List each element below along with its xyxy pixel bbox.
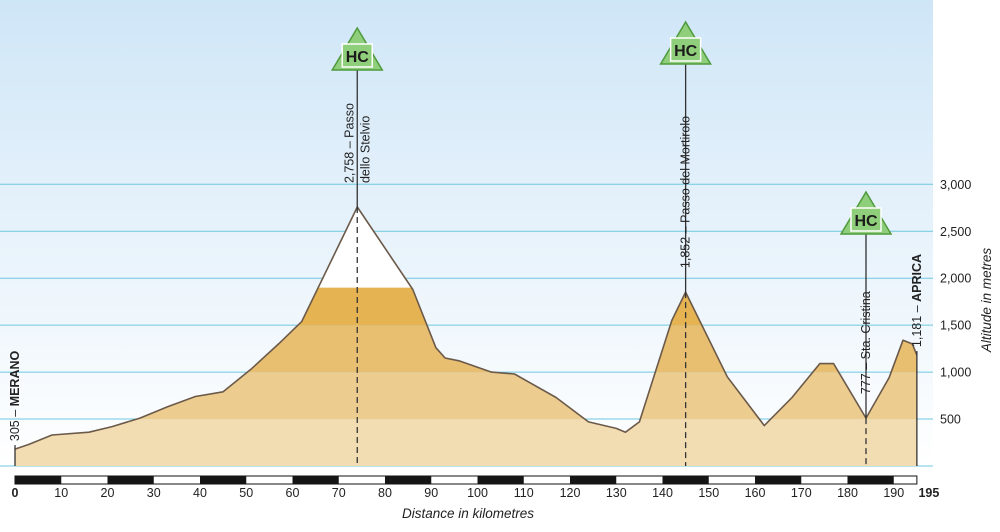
climb-badge-box <box>669 37 702 62</box>
x-axis: 0 10 20 30 40 50 60 70 80 90 100 110 120 130 140 150 160… <box>12 475 939 500</box>
x-tick-label: 70 <box>332 486 346 500</box>
x-tick-label: 195 <box>918 486 939 500</box>
climb-label: 777 – Sta. Cristina <box>859 291 873 394</box>
axis-bar-segment <box>385 476 432 484</box>
endpoint-town: MERANO <box>8 351 22 407</box>
x-tick-label: 170 <box>791 486 812 500</box>
axis-bar-segment <box>847 476 894 484</box>
axis-bar-segment <box>107 476 154 484</box>
climb-category-label: HC <box>674 43 698 60</box>
x-tick-label: 50 <box>239 486 253 500</box>
x-tick-label: 110 <box>514 486 534 500</box>
climb-category-label: HC <box>854 213 878 230</box>
y-tick-label: 3,000 <box>940 178 971 192</box>
x-tick-label: 140 <box>652 486 673 500</box>
y-tick-label: 2,500 <box>940 225 971 239</box>
climb-category-label: HC <box>346 49 370 66</box>
climb-badge-box <box>850 207 882 232</box>
axis-bar-segment <box>755 476 802 484</box>
climb-annotations: 305 – MERANO HC 2,758 – Passo dello Stelvio… <box>8 20 924 466</box>
x-tick-label: 20 <box>101 486 115 500</box>
endpoint-altitude: 1,181 – <box>910 302 924 347</box>
x-tick-label: 100 <box>467 486 488 500</box>
y-tick-label: 1,500 <box>940 319 971 333</box>
x-tick-label: 40 <box>193 486 207 500</box>
axis-bar-segment <box>477 476 524 484</box>
axis-bar-segment <box>15 476 62 484</box>
axis-bar-segment <box>662 476 709 484</box>
axis-bar-segment <box>570 476 617 484</box>
climb-badge: HC <box>839 190 893 235</box>
climb-label: dello Stelvio <box>358 116 372 183</box>
x-tick-label: 60 <box>286 486 300 500</box>
endpoint-altitude: 305 – <box>8 406 22 441</box>
profile-outline <box>14 206 918 450</box>
x-tick-label: 190 <box>883 486 904 500</box>
y-tick-label: 1,000 <box>940 366 971 380</box>
x-tick-label: 160 <box>745 486 766 500</box>
altitude-band-0 <box>15 419 917 466</box>
x-tick-label: 0 <box>12 486 19 500</box>
axis-bar-segment <box>292 476 339 484</box>
climb-label: 2,758 – Passo <box>342 103 356 183</box>
endpoint-town: APRICA <box>910 254 924 302</box>
axis-bar-segment <box>200 476 247 484</box>
y-tick-label: 2,000 <box>940 272 971 286</box>
climb-badge: HC <box>330 26 384 71</box>
climb-label: 1,852 – Passo del Mortirolo <box>679 116 693 268</box>
x-tick-label: 150 <box>698 486 719 500</box>
climb-badge-box <box>341 43 373 68</box>
y-tick-label: 500 <box>940 413 961 427</box>
x-tick-label: 30 <box>147 486 161 500</box>
y-axis-label: Altitude in metres <box>979 248 994 354</box>
endpoint-label: 305 – MERANO <box>8 351 22 442</box>
x-tick-label: 80 <box>378 486 392 500</box>
x-tick-label: 10 <box>54 486 68 500</box>
x-axis-label: Distance in kilometres <box>402 506 534 521</box>
climb-badge: HC <box>659 20 712 65</box>
x-tick-label: 130 <box>606 486 627 500</box>
x-tick-label: 180 <box>837 486 858 500</box>
x-tick-label: 90 <box>424 486 438 500</box>
y-axis: 500 1,000 1,500 2,000 2,500 3,000 <box>940 178 971 427</box>
endpoint-label: 1,181 – APRICA <box>910 254 924 347</box>
x-tick-label: 120 <box>560 486 581 500</box>
